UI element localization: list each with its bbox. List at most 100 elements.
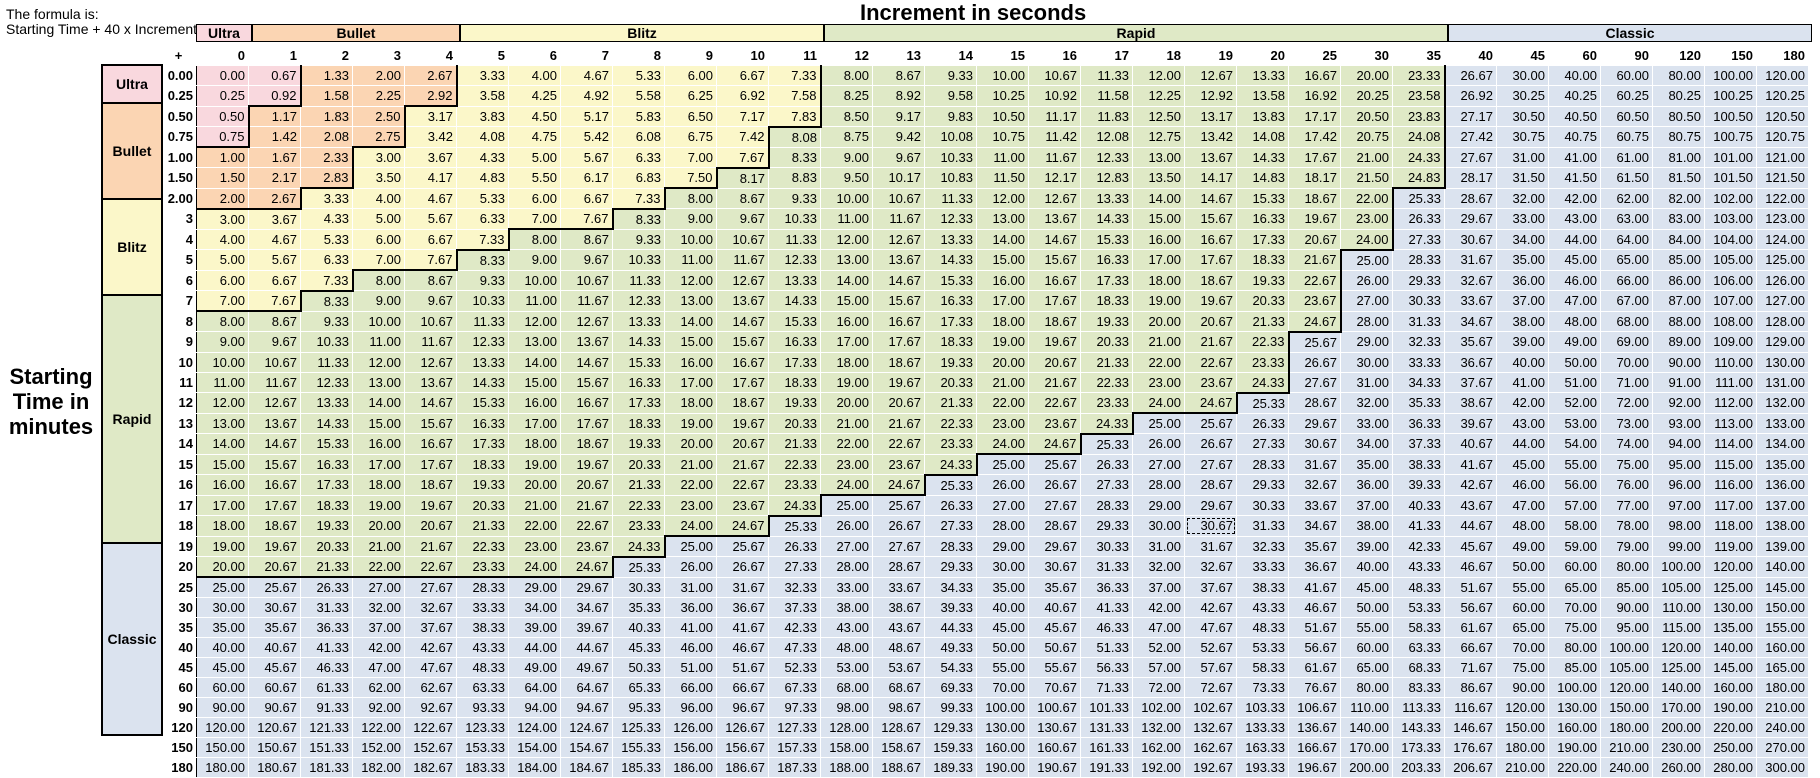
table-cell: 1.83 [300, 105, 353, 127]
table-cell: 22.00 [1132, 351, 1185, 373]
table-cell: 156.67 [716, 737, 769, 758]
table-cell: 32.00 [1496, 187, 1549, 209]
table-cell: 52.00 [1548, 392, 1601, 414]
table-cell: 117.00 [1704, 494, 1757, 516]
table-cell: 20.33 [1236, 290, 1289, 312]
table-cell: 48.00 [1548, 310, 1601, 332]
table-cell: 38.00 [1496, 310, 1549, 332]
table-cell: 101.00 [1704, 146, 1757, 168]
table-cell: 16.00 [1132, 228, 1185, 250]
table-cell: 62.67 [404, 677, 457, 698]
table-cell: 10.00 [196, 351, 249, 373]
table-cell: 25.33 [768, 515, 821, 537]
table-cell: 22.00 [508, 515, 561, 537]
increment-header: 90 [1600, 45, 1653, 66]
table-cell: 15.67 [404, 412, 457, 434]
table-cell: 36.00 [1340, 474, 1393, 496]
table-cell: 29.33 [1080, 515, 1133, 537]
table-cell: 11.67 [560, 290, 613, 312]
table-cell: 14.67 [1028, 228, 1081, 250]
table-cell: 19.67 [716, 412, 769, 434]
table-cell: 58.33 [1236, 657, 1289, 678]
table-cell: 128.00 [1756, 310, 1809, 332]
table-cell: 98.67 [872, 697, 925, 718]
table-cell: 159.33 [924, 737, 977, 758]
table-cell: 24.00 [508, 556, 561, 578]
table-cell: 29.67 [1288, 412, 1341, 434]
table-cell: 102.67 [1184, 697, 1237, 718]
table-cell: 98.00 [1652, 515, 1705, 537]
start-time-label: 12 [163, 392, 197, 414]
table-cell: 34.00 [508, 597, 561, 618]
table-cell: 12.33 [612, 290, 665, 312]
table-cell: 13.33 [1236, 65, 1289, 86]
table-cell: 24.00 [1340, 228, 1394, 251]
table-cell: 27.00 [1340, 290, 1393, 312]
table-cell: 34.33 [1392, 371, 1445, 393]
table-cell: 16.67 [560, 392, 613, 414]
table-cell: 47.67 [1184, 617, 1237, 638]
table-cell: 5.67 [248, 249, 301, 271]
table-cell: 146.67 [1444, 717, 1497, 738]
table-cell: 73.33 [1236, 677, 1289, 698]
table-cell: 19.67 [404, 494, 457, 516]
table-cell: 156.00 [664, 737, 717, 758]
table-cell: 183.33 [456, 757, 509, 778]
table-cell: 22.67 [1288, 269, 1342, 291]
table-cell: 8.00 [196, 310, 249, 332]
increment-header: 150 [1704, 45, 1757, 66]
table-cell: 20.67 [1028, 351, 1081, 373]
table-cell: 55.00 [1340, 617, 1393, 638]
table-cell: 240.00 [1756, 717, 1809, 738]
table-cell: 20.00 [1132, 310, 1185, 332]
table-cell: 36.33 [300, 617, 353, 638]
table-cell: 30.00 [976, 556, 1029, 578]
table-cell: 9.67 [872, 146, 925, 168]
table-cell: 49.67 [560, 657, 613, 678]
table-cell: 18.33 [768, 371, 821, 393]
increment-header: 120 [1652, 45, 1705, 66]
table-cell: 9.33 [768, 187, 821, 209]
table-cell: 25.33 [924, 474, 977, 496]
table-cell: 48.00 [820, 637, 873, 658]
table-cell: 48.67 [872, 637, 925, 658]
table-cell: 61.50 [1600, 167, 1653, 189]
table-cell: 13.67 [560, 331, 613, 353]
table-cell: 130.00 [1756, 351, 1809, 373]
table-row: 19 19.00 19.67 20.33 21.00 21.67 22.33 23.00 23.… [163, 535, 1809, 558]
table-cell: 19.67 [560, 453, 613, 475]
table-cell: 17.67 [1028, 290, 1081, 312]
table-cell: 29.00 [976, 535, 1029, 557]
table-cell: 185.33 [612, 757, 665, 778]
table-cell: 20.67 [1184, 310, 1237, 332]
table-cell: 29.00 [508, 576, 561, 598]
table-row: 0.50 0.50 1.17 1.83 2.50 3.17 3.83 4.50 5.17 5.83… [163, 105, 1809, 128]
table-cell: 24.67 [872, 474, 926, 496]
table-cell: 17.17 [1288, 105, 1341, 127]
table-cell: 81.50 [1652, 167, 1705, 189]
table-cell: 18.67 [248, 515, 301, 537]
table-cell: 42.00 [1548, 187, 1601, 209]
table-cell: 41.00 [664, 617, 717, 638]
table-cell: 56.67 [1444, 597, 1497, 618]
table-cell: 39.33 [924, 597, 977, 618]
table-cell: 19.33 [1236, 269, 1289, 291]
table-cell: 90.00 [1652, 351, 1705, 373]
table-cell: 18.67 [872, 351, 925, 373]
start-time-label: 19 [163, 535, 197, 557]
table-cell: 162.00 [1132, 737, 1185, 758]
table-cell: 69.33 [924, 677, 977, 698]
table-cell: 13.67 [872, 249, 925, 271]
table-cell: 61.67 [1288, 657, 1341, 678]
table-cell: 21.33 [768, 433, 821, 455]
table-cell: 66.67 [716, 677, 769, 698]
table-cell: 203.33 [1392, 757, 1445, 778]
table-cell: 67.00 [1600, 290, 1653, 312]
table-cell: 16.67 [1184, 228, 1237, 250]
table-cell: 17.33 [612, 392, 665, 414]
table-cell: 14.33 [1236, 146, 1289, 168]
table-cell: 26.67 [1184, 433, 1237, 455]
table-cell: 51.33 [1080, 637, 1133, 658]
table-cell: 103.00 [1704, 208, 1757, 230]
table-cell: 11.42 [1028, 126, 1081, 148]
